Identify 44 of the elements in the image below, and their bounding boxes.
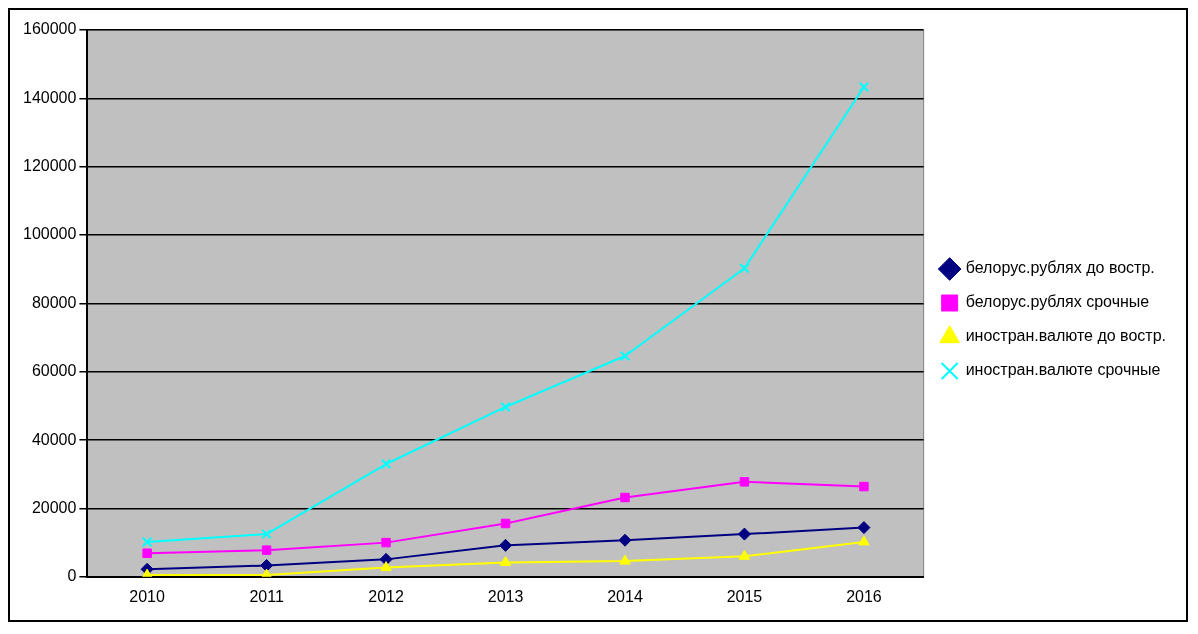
point: [380, 561, 392, 572]
point: [859, 481, 869, 492]
y-tick-label: 0: [67, 567, 77, 585]
point: [500, 401, 511, 413]
y-tick-label: 80000: [31, 293, 77, 311]
point: [260, 559, 274, 573]
point: [739, 477, 750, 487]
point: [500, 518, 511, 529]
point: [738, 549, 751, 560]
x-tick-label: 2010: [129, 587, 166, 605]
point: [499, 538, 513, 552]
y-tick-label: 40000: [31, 430, 77, 448]
point: [619, 350, 631, 362]
legend-label: иностран.валюте до востр.: [965, 327, 1166, 345]
point: [380, 458, 392, 470]
point: [620, 492, 630, 503]
y-tick-label: 100000: [23, 225, 77, 243]
x-tick-label: 2011: [249, 587, 284, 605]
point: [858, 535, 870, 546]
legend-label: белорус.рублях срочные: [965, 293, 1150, 311]
x-tick-label: 2015: [726, 587, 763, 605]
y-tick-label: 60000: [31, 362, 77, 380]
point: [737, 527, 751, 541]
y-tick-label: 140000: [23, 88, 77, 106]
x-tick-label: 2016: [846, 587, 882, 605]
point: [261, 545, 272, 555]
point: [618, 533, 632, 547]
legend-label: иностран.валюте срочные: [965, 361, 1161, 379]
point: [499, 555, 512, 566]
point: [141, 536, 153, 548]
point: [261, 528, 272, 540]
x-tick-label: 2013: [487, 587, 524, 605]
y-tick-label: 120000: [23, 157, 77, 175]
x-tick-label: 2014: [607, 587, 643, 605]
point: [739, 262, 750, 274]
x-tick-label: 2012: [368, 587, 404, 605]
point: [142, 548, 152, 558]
y-tick-label: 20000: [31, 498, 77, 516]
point: [619, 554, 631, 565]
point: [858, 81, 870, 93]
point: [857, 521, 871, 535]
legend-label: белорус.рублях до востр.: [965, 259, 1155, 277]
y-tick-label: 160000: [23, 20, 77, 38]
point: [381, 537, 391, 548]
